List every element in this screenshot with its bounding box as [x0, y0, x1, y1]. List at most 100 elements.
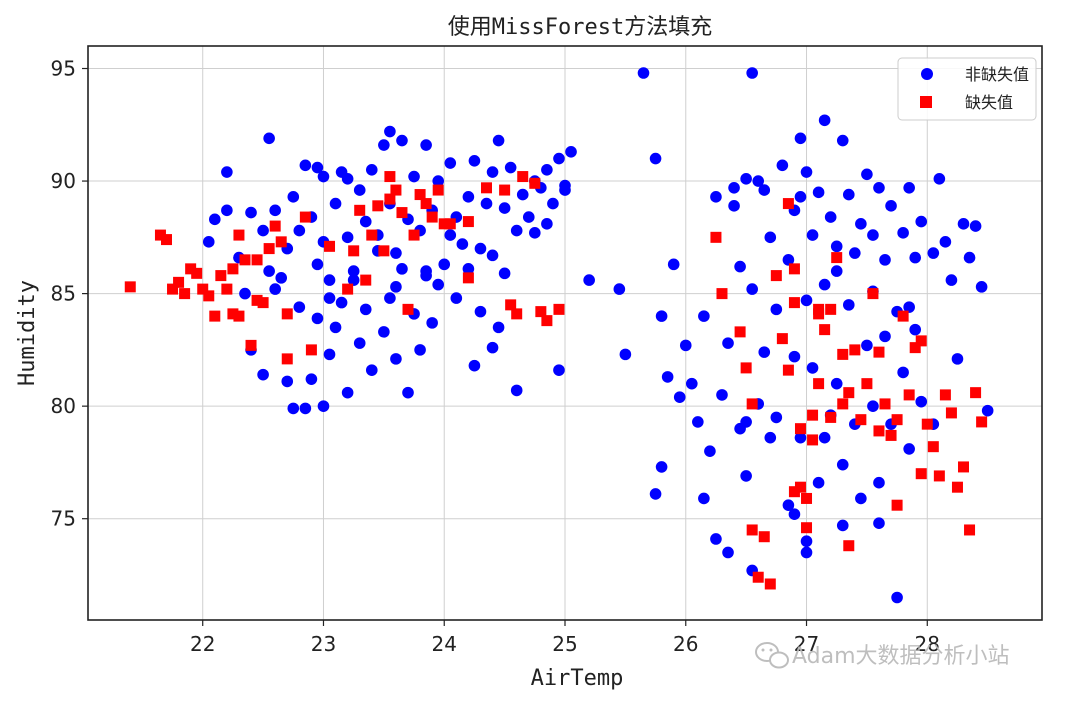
non-missing-point — [740, 173, 752, 185]
non-missing-point — [800, 166, 813, 178]
missing-point — [825, 303, 837, 315]
non-missing-point — [384, 125, 396, 138]
non-missing-point — [867, 229, 879, 241]
non-missing-point — [408, 170, 420, 183]
missing-point — [390, 184, 402, 196]
non-missing-point — [426, 317, 438, 329]
missing-point — [873, 425, 885, 437]
non-missing-point — [305, 373, 318, 385]
missing-point — [752, 571, 764, 583]
non-missing-point — [740, 470, 752, 482]
missing-point — [408, 229, 420, 241]
non-missing-point — [365, 164, 378, 176]
non-missing-point — [269, 204, 281, 217]
missing-point — [444, 218, 456, 230]
missing-point — [915, 468, 927, 480]
non-missing-point — [257, 224, 269, 237]
missing-point — [305, 344, 317, 356]
non-missing-point — [855, 218, 867, 230]
non-missing-point — [504, 161, 517, 174]
non-missing-point — [619, 348, 632, 361]
missing-point — [734, 326, 746, 338]
missing-point — [281, 353, 293, 365]
missing-point — [746, 524, 758, 536]
non-missing-point — [879, 254, 891, 266]
missing-point — [849, 344, 861, 356]
non-missing-point — [317, 400, 330, 412]
missing-point — [897, 310, 909, 322]
x-tick-label: 24 — [432, 632, 457, 656]
missing-point — [807, 434, 819, 446]
non-missing-point — [239, 287, 251, 300]
missing-point — [462, 272, 474, 284]
non-missing-point — [836, 458, 849, 471]
missing-point — [239, 254, 251, 266]
missing-point — [915, 335, 927, 347]
non-missing-point — [957, 218, 970, 230]
non-missing-point — [353, 184, 366, 196]
non-missing-point — [655, 310, 668, 322]
x-tick-label: 22 — [190, 632, 215, 656]
missing-point — [541, 315, 553, 327]
non-missing-point — [963, 251, 976, 264]
missing-point — [245, 339, 257, 351]
non-missing-point — [486, 341, 499, 354]
non-missing-point — [396, 263, 408, 275]
non-missing-point — [855, 492, 867, 505]
non-missing-point — [287, 402, 300, 415]
missing-point — [891, 499, 903, 511]
missing-point — [167, 283, 179, 295]
missing-point — [227, 263, 239, 275]
non-missing-point — [692, 416, 704, 428]
non-missing-point — [341, 386, 354, 399]
non-missing-point — [788, 508, 801, 521]
non-missing-point — [468, 359, 481, 372]
non-missing-point — [384, 292, 396, 304]
missing-point — [432, 184, 444, 196]
missing-point — [951, 481, 963, 493]
missing-point — [813, 308, 825, 320]
non-missing-point — [311, 161, 324, 174]
non-missing-point — [764, 431, 777, 444]
non-missing-point — [818, 278, 831, 291]
non-missing-point — [613, 283, 626, 295]
missing-point — [299, 211, 311, 223]
non-missing-point — [830, 265, 843, 277]
non-missing-point — [365, 364, 378, 376]
missing-point — [197, 283, 209, 295]
missing-point — [354, 204, 366, 216]
x-tick-label: 28 — [915, 632, 940, 656]
missing-point — [788, 297, 800, 309]
missing-point — [807, 409, 819, 421]
non-missing-point — [311, 312, 324, 325]
non-missing-point — [583, 274, 595, 286]
missing-point — [770, 270, 782, 282]
x-axis-label: AirTemp — [531, 666, 624, 691]
missing-point — [462, 216, 474, 228]
non-missing-point — [770, 411, 783, 424]
non-missing-point — [679, 339, 692, 352]
non-missing-point — [661, 371, 674, 383]
non-missing-point — [281, 375, 294, 388]
non-missing-point — [728, 200, 740, 212]
non-missing-point — [341, 231, 354, 244]
non-missing-point — [806, 362, 819, 374]
non-missing-point — [402, 386, 414, 399]
non-missing-point — [861, 339, 873, 352]
non-missing-point — [788, 350, 801, 363]
non-missing-point — [812, 186, 825, 199]
non-missing-point — [202, 236, 215, 248]
x-tick-label: 25 — [552, 632, 577, 656]
non-missing-point — [909, 323, 922, 336]
non-missing-point — [824, 211, 837, 223]
missing-point — [879, 398, 891, 410]
non-missing-point — [770, 303, 783, 316]
missing-point — [939, 389, 951, 401]
non-missing-point — [257, 368, 269, 381]
non-missing-point — [208, 213, 221, 226]
non-missing-point — [836, 134, 849, 147]
non-missing-point — [263, 265, 275, 277]
non-missing-point — [836, 519, 849, 532]
non-missing-point — [323, 274, 336, 286]
non-missing-point — [450, 292, 463, 304]
